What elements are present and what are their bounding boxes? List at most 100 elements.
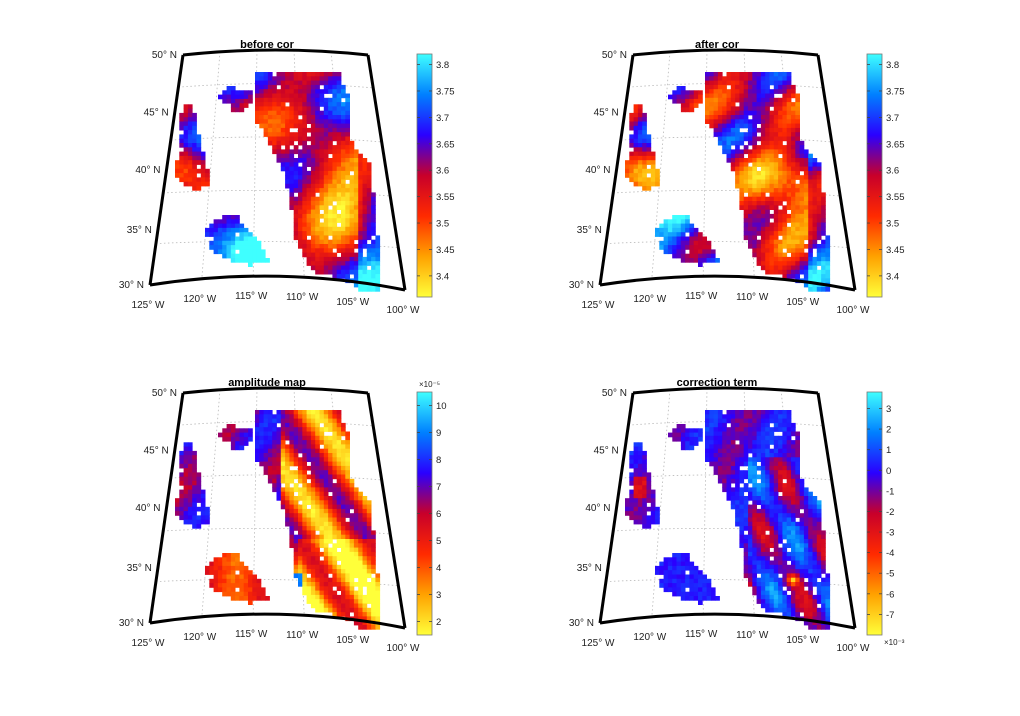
map-cell [795,504,800,510]
map-cell [642,112,647,118]
map-cell [230,86,236,91]
map-cell [778,252,783,258]
map-cell [310,110,316,116]
map-cell [705,448,710,454]
map-cell [213,574,219,580]
map-cell [302,132,307,137]
map-cell [179,476,184,482]
map-cell [748,80,753,86]
map-cell [672,557,677,562]
map-cell [743,162,749,167]
map-cell [332,517,338,523]
map-cell [200,515,206,521]
map-cell [739,534,745,540]
map-cell [782,577,788,583]
map-cell [778,526,783,531]
map-cell [375,274,381,279]
map-cell [293,132,299,137]
map-cell [799,513,805,518]
map-cell [778,435,783,441]
map-cell [795,209,800,215]
map-cell [341,577,346,583]
map-cell [685,98,690,104]
map-cell [756,410,762,415]
map-cell [748,487,753,493]
map-cell [248,578,253,584]
map-cell [748,218,753,223]
map-cell [328,448,333,454]
map-cell [336,422,342,428]
map-cell [319,599,325,604]
map-cell [730,140,736,146]
map-cell [289,517,295,523]
map-cell [795,274,800,279]
map-cell [192,155,197,161]
map-cell [332,504,338,510]
map-cell [289,487,295,493]
map-cell [306,72,312,77]
map-cell [187,117,193,122]
map-cell [328,115,333,120]
map-cell [769,175,775,180]
map-cell [349,188,355,193]
longitude-label: 115° W [235,291,268,302]
map-cell [760,513,766,518]
map-cell [285,84,290,90]
map-cell [306,119,312,124]
map-cell [633,160,639,165]
map-cell [259,123,264,129]
map-cell [362,543,368,548]
map-cell [642,498,647,503]
map-cell [680,90,686,95]
map-cell [791,440,796,445]
map-cell [803,508,809,514]
map-cell [358,504,363,510]
map-cell [646,485,652,490]
map-cell [773,422,779,428]
map-cell [345,594,350,600]
map-cell [298,521,303,527]
map-cell [778,564,783,570]
map-cell [349,569,355,574]
map-cell [293,560,299,566]
map-cell [375,577,381,583]
map-cell [319,461,325,467]
map-cell [289,123,295,129]
map-cell [705,414,710,419]
map-cell [332,461,338,467]
map-cell [676,570,682,575]
map-cell [200,181,206,187]
map-cell [315,573,320,579]
map-cell [310,76,316,81]
map-cell [765,175,770,180]
map-cell [276,414,282,419]
map-cell [803,496,809,501]
map-cell [175,173,180,178]
map-cell [795,586,800,591]
map-cell [676,565,682,571]
map-cell [680,94,686,100]
map-cell [795,97,800,103]
map-cell [812,218,818,223]
map-cell [349,196,355,202]
map-cell [222,428,227,433]
map-cell [213,227,219,233]
map-cell [735,422,740,428]
map-cell [769,500,775,505]
map-cell [786,80,792,86]
map-cell [263,89,269,94]
map-cell [366,274,372,279]
map-cell [192,450,197,456]
map-cell [336,483,342,488]
map-cell [272,97,277,103]
map-cell [760,261,766,266]
map-cell [659,223,664,229]
map-cell [748,539,753,544]
map-cell [315,84,320,90]
map-cell [769,261,775,266]
map-cell [735,496,740,501]
map-cell [209,240,214,246]
map-cell [280,427,286,432]
map-cell [821,603,826,609]
map-cell [825,586,831,591]
